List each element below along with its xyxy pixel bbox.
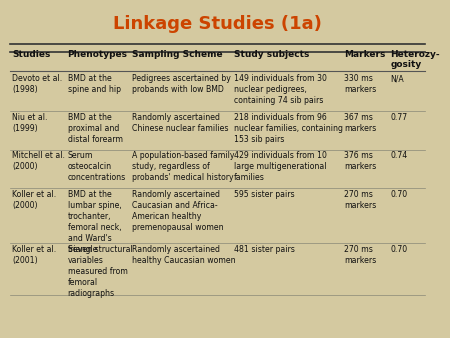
Text: 0.74: 0.74 [391,151,408,160]
Text: Sampling Scheme: Sampling Scheme [132,50,223,59]
Text: 0.77: 0.77 [391,113,408,122]
Text: BMD at the
lumbar spine,
trochanter,
femoral neck,
and Ward's
triangle: BMD at the lumbar spine, trochanter, fem… [68,190,122,254]
Text: Serum
osteocalcin
concentrations: Serum osteocalcin concentrations [68,151,126,183]
Text: BMD at the
spine and hip: BMD at the spine and hip [68,74,121,94]
Text: 218 individuals from 96
nuclear families, containing
153 sib pairs: 218 individuals from 96 nuclear families… [234,113,343,144]
Text: 481 sister pairs: 481 sister pairs [234,245,295,254]
Text: Heterozy-
gosity: Heterozy- gosity [391,50,440,69]
Text: Phenotypes: Phenotypes [68,50,127,59]
Text: 429 individuals from 10
large multigenerational
families: 429 individuals from 10 large multigener… [234,151,327,183]
Text: 367 ms
markers: 367 ms markers [344,113,377,133]
Text: Linkage Studies (1a): Linkage Studies (1a) [113,15,322,33]
Text: Randomly ascertained
Caucasian and Africa-
American healthy
premenopausal women: Randomly ascertained Caucasian and Afric… [132,190,224,232]
Text: 595 sister pairs: 595 sister pairs [234,190,294,199]
Text: A population-based family
study, regardless of
probands' medical history: A population-based family study, regardl… [132,151,234,183]
Text: Devoto et al.
(1998): Devoto et al. (1998) [12,74,63,94]
Text: Koller et al.
(2000): Koller et al. (2000) [12,190,56,210]
Text: Pedigrees ascertained by
probands with low BMD: Pedigrees ascertained by probands with l… [132,74,231,94]
Text: Markers: Markers [344,50,386,59]
Text: BMD at the
proximal and
distal forearm: BMD at the proximal and distal forearm [68,113,122,144]
Text: Niu et al.
(1999): Niu et al. (1999) [12,113,48,133]
Text: Study subjects: Study subjects [234,50,309,59]
Text: 0.70: 0.70 [391,245,408,254]
Text: Seven structural
variables
measured from
femoral
radiographs: Seven structural variables measured from… [68,245,132,298]
Text: Koller et al.
(2001): Koller et al. (2001) [12,245,56,265]
Text: 270 ms
markers: 270 ms markers [344,245,377,265]
Text: Randomly ascertained
Chinese nuclear families: Randomly ascertained Chinese nuclear fam… [132,113,229,133]
Text: 270 ms
markers: 270 ms markers [344,190,377,210]
Text: N/A: N/A [391,74,404,83]
Text: Studies: Studies [12,50,50,59]
Text: 0.70: 0.70 [391,190,408,199]
Text: Mitchell et al.
(2000): Mitchell et al. (2000) [12,151,65,171]
Text: 330 ms
markers: 330 ms markers [344,74,377,94]
Text: Randomly ascertained
healthy Caucasian women: Randomly ascertained healthy Caucasian w… [132,245,236,265]
Text: 376 ms
markers: 376 ms markers [344,151,377,171]
Text: 149 individuals from 30
nuclear pedigrees,
containing 74 sib pairs: 149 individuals from 30 nuclear pedigree… [234,74,327,105]
